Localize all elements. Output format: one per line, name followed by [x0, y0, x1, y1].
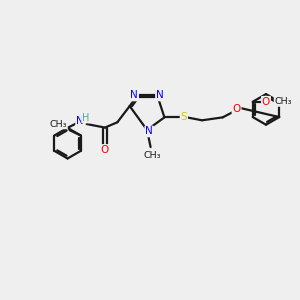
Text: O: O — [232, 103, 241, 113]
Text: S: S — [181, 112, 187, 122]
Text: N: N — [76, 116, 84, 125]
Text: O: O — [262, 97, 270, 107]
Text: N: N — [130, 91, 138, 100]
Text: CH₃: CH₃ — [50, 120, 67, 129]
Text: CH₃: CH₃ — [143, 151, 161, 160]
Text: CH₃: CH₃ — [274, 97, 292, 106]
Text: N: N — [156, 91, 164, 100]
Text: O: O — [101, 145, 109, 155]
Text: N: N — [145, 126, 153, 136]
Text: H: H — [82, 112, 89, 123]
